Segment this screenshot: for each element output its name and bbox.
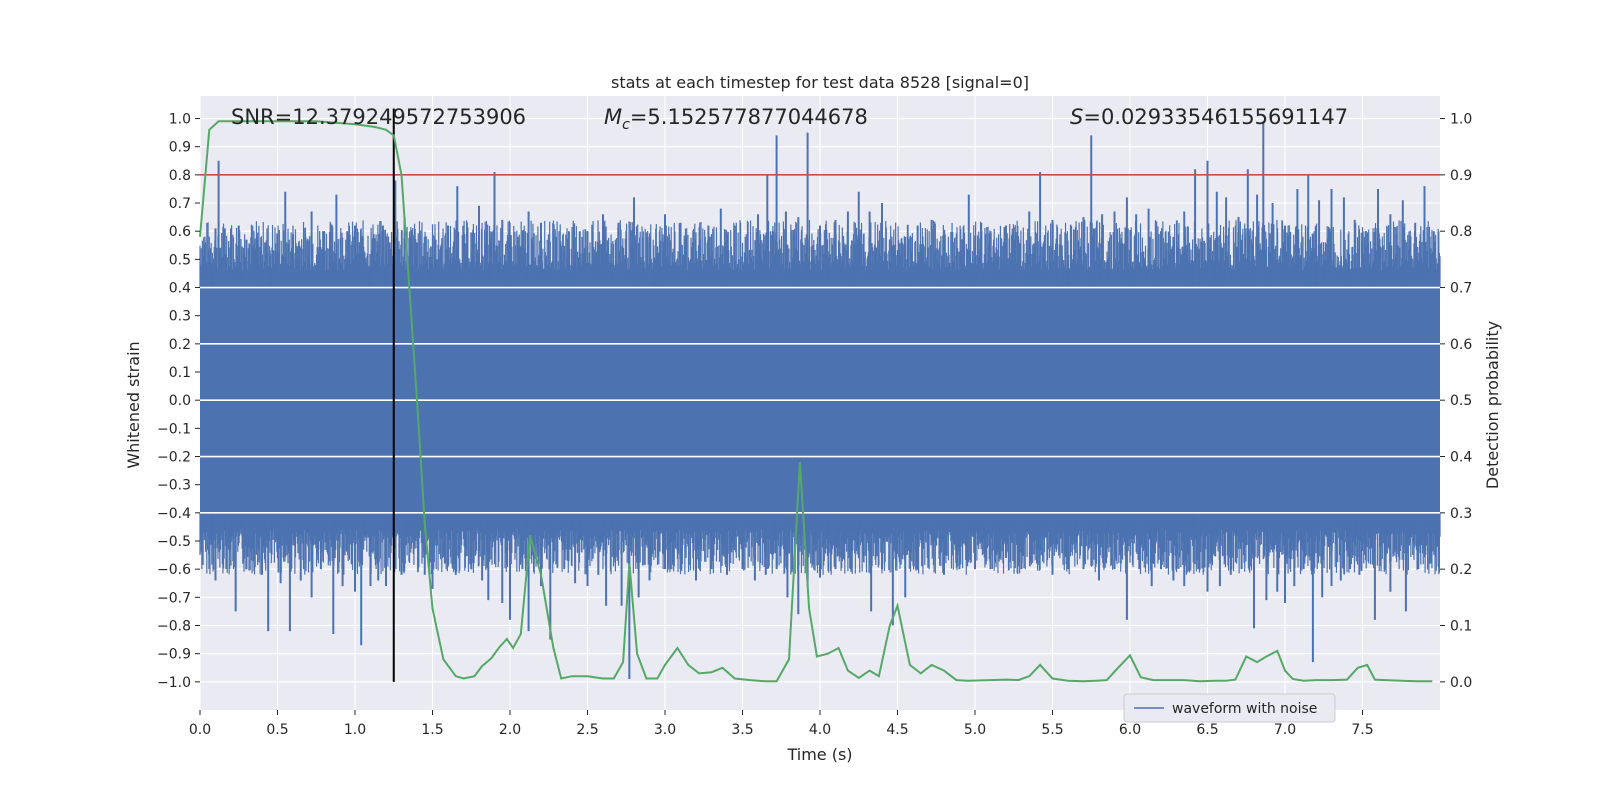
y-left-tick-label: 0.8 — [169, 168, 191, 184]
x-tick-label: 2.0 — [499, 722, 521, 738]
x-tick-label: 6.5 — [1196, 722, 1218, 738]
score-value: =0.02933546155691147 — [1083, 105, 1348, 129]
probability-series — [199, 108, 1440, 683]
legend-box — [1123, 693, 1336, 723]
x-tick-label: 6.0 — [1119, 722, 1141, 738]
x-tick-label: 3.0 — [654, 722, 676, 738]
y-right-tick-label: 0.6 — [1450, 337, 1472, 353]
overlay-grid — [200, 286, 1440, 514]
y-axis-left-title: Whitened strain — [124, 341, 143, 468]
y-right-tick-label: 0.5 — [1450, 393, 1472, 409]
x-tick-label: 5.5 — [1041, 722, 1063, 738]
chirp-mass-annotation: Mc=5.152577877044678 — [604, 105, 868, 133]
right-axis: 1.0 0.9 0.8 0.7 0.6 0.5 0.4 0.3 0.2 0.1 0.0 — [1440, 112, 1472, 691]
score-annotation: S=0.02933546155691147 — [1070, 105, 1348, 129]
y-left-tick-label: −0.6 — [157, 562, 191, 578]
y-right-tick-label: 0.8 — [1450, 224, 1472, 240]
y-left-tick-label: −0.1 — [157, 421, 191, 437]
y-left-tick-label: 0.7 — [169, 196, 191, 212]
y-left-tick-label: −0.8 — [157, 619, 191, 635]
y-left-tick-label: 0.6 — [169, 224, 191, 240]
y-right-tick-label: 0.3 — [1450, 506, 1472, 522]
y-left-tick-label: 0.9 — [169, 140, 191, 156]
x-tick-label: 0.5 — [266, 722, 288, 738]
legend: waveform with noise — [1123, 693, 1336, 723]
chirp-mass-subscript: c — [622, 117, 630, 133]
y-left-tick-label: 0.0 — [169, 393, 191, 409]
chirp-mass-symbol: M — [604, 105, 622, 129]
y-left-tick-label: 0.5 — [169, 252, 191, 268]
y-right-tick-label: 0.0 — [1450, 675, 1472, 691]
waveform-series — [199, 121, 1441, 680]
y-left-tick-label: −0.3 — [157, 478, 191, 494]
x-tick-label: 1.0 — [344, 722, 366, 738]
y-axis-right-title: Detection probability — [1483, 321, 1502, 489]
y-left-tick-label: 0.1 — [169, 365, 191, 381]
y-left-tick-label: −0.5 — [157, 534, 191, 550]
chirp-mass-value: =5.152577877044678 — [630, 105, 868, 129]
y-left-tick-label: 1.0 — [169, 112, 191, 128]
y-left-tick-label: −0.9 — [157, 647, 191, 663]
y-left-tick-label: −0.2 — [157, 450, 191, 466]
y-right-tick-label: 0.7 — [1450, 281, 1472, 297]
x-tick-label: 4.5 — [886, 722, 908, 738]
score-symbol: S — [1070, 105, 1083, 129]
x-tick-label: 7.0 — [1274, 722, 1296, 738]
x-tick-label: 0.0 — [189, 722, 211, 738]
x-axis: 0.0 0.5 1.0 1.5 2.0 2.5 3.0 3.5 4.0 4.5 5.0 5.5 6.0 6… — [189, 710, 1374, 738]
y-right-tick-label: 0.4 — [1450, 450, 1472, 466]
y-right-tick-label: 0.2 — [1450, 562, 1472, 578]
y-right-tick-label: 0.1 — [1450, 619, 1472, 635]
left-axis: 1.0 0.9 0.8 0.7 0.6 0.5 0.4 0.3 0.2 0.1 0.0 −0.1 −0.… — [157, 112, 200, 691]
x-tick-label: 1.5 — [421, 722, 443, 738]
y-left-tick-label: 0.4 — [169, 281, 191, 297]
x-tick-label: 7.5 — [1351, 722, 1373, 738]
x-axis-title: Time (s) — [786, 745, 852, 764]
x-tick-label: 4.0 — [809, 722, 831, 738]
chart-title: stats at each timestep for test data 852… — [611, 73, 1029, 92]
snr-annotation: SNR=12.379249572753906 — [231, 105, 526, 129]
y-left-tick-label: 0.2 — [169, 337, 191, 353]
y-left-tick-label: −0.7 — [157, 590, 191, 606]
probability-line — [199, 120, 1433, 683]
x-tick-label: 2.5 — [576, 722, 598, 738]
x-tick-label: 5.0 — [964, 722, 986, 738]
y-right-tick-label: 1.0 — [1450, 112, 1472, 128]
y-right-tick-label: 0.9 — [1450, 168, 1472, 184]
legend-label: waveform with noise — [1172, 701, 1317, 717]
y-left-tick-label: 0.3 — [169, 309, 191, 325]
y-left-tick-label: −0.4 — [157, 506, 191, 522]
x-tick-label: 3.5 — [731, 722, 753, 738]
y-left-tick-label: −1.0 — [157, 675, 191, 691]
